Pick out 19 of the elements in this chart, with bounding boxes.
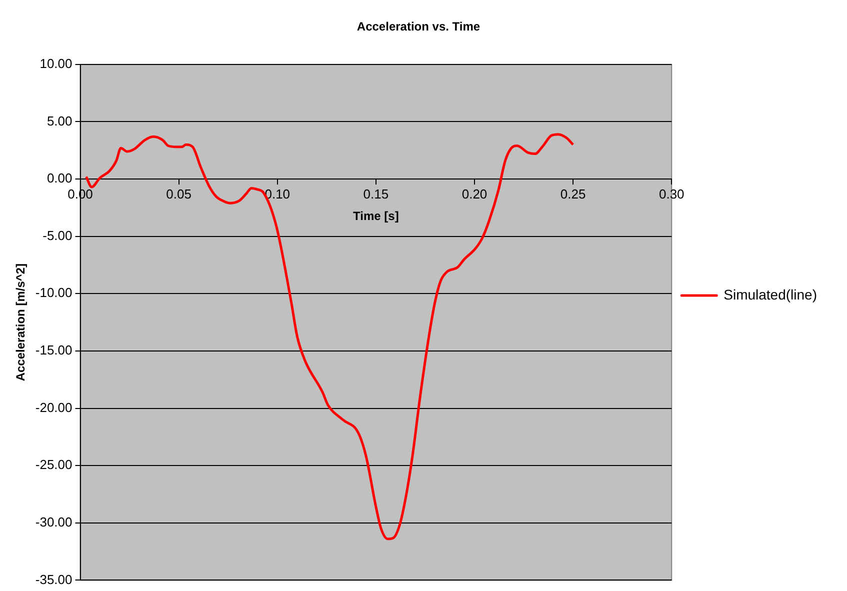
- y-tick-label: -30.00: [35, 514, 72, 530]
- x-tick-label: 0.15: [363, 186, 389, 202]
- x-tick-label: 0.20: [462, 186, 488, 202]
- x-axis-title: Time [s]: [353, 209, 399, 224]
- y-axis-title: Acceleration [m/s^2]: [14, 263, 28, 382]
- y-tick-label: -35.00: [35, 572, 72, 587]
- y-tick-label: 5.00: [46, 113, 72, 128]
- chart-title: Acceleration vs. Time: [356, 20, 480, 34]
- legend-label: Simulated(line): [724, 286, 818, 302]
- y-tick-label: -20.00: [35, 400, 72, 415]
- y-tick-label: 0.00: [46, 170, 72, 186]
- x-tick-label: 0.25: [560, 186, 586, 202]
- y-tick-label: -25.00: [35, 457, 72, 472]
- x-tick-label: 0.05: [166, 186, 192, 202]
- y-tick-label: 10.00: [40, 56, 72, 71]
- y-tick-label: -5.00: [42, 228, 72, 243]
- y-tick-label: -15.00: [35, 342, 72, 358]
- y-tick-label: -10.00: [35, 285, 72, 300]
- x-tick-label: 0.30: [658, 186, 684, 202]
